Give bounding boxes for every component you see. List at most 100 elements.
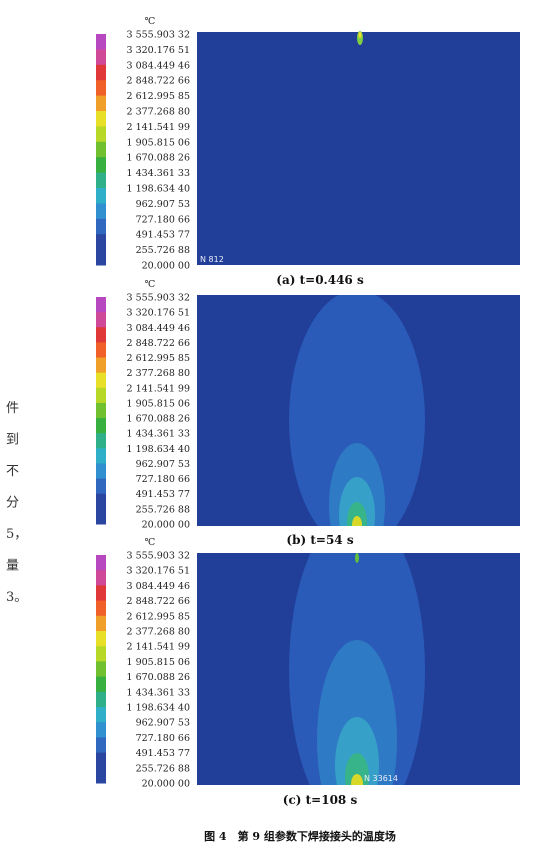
legend-label: 3 320.176 51 (127, 45, 190, 56)
legend-label: 3 084.449 46 (127, 581, 190, 592)
legend-swatch (96, 691, 106, 708)
legend-swatch (96, 493, 106, 510)
legend-swatch (96, 737, 106, 754)
legend-swatch (96, 172, 106, 189)
legend-label: 727.180 66 (136, 214, 190, 225)
legend-label: 1 198.634 40 (127, 703, 190, 714)
legend-label: 20.000 00 (142, 520, 190, 531)
legend-label: 2 141.541 99 (127, 383, 190, 394)
legend-label: 255.726 88 (136, 245, 190, 256)
legend-swatch (96, 141, 106, 158)
legend-swatch (96, 34, 106, 50)
legend-swatch (96, 463, 106, 480)
contour (351, 774, 363, 785)
legend-label: 2 612.995 85 (127, 91, 190, 102)
legend-swatch (96, 249, 106, 266)
panel-caption: (c) t=108 s (283, 793, 358, 807)
legend-label: 491.453 77 (136, 489, 190, 500)
figure-caption: 图 4 第 9 组参数下焊接接头的温度场 (204, 829, 396, 843)
legend-label: 2 377.268 80 (127, 107, 190, 118)
side-char: 量 (6, 559, 19, 574)
contour (345, 753, 369, 785)
side-char: 分 (6, 496, 19, 511)
legend-swatch (96, 188, 106, 204)
legend-label: 962.907 53 (136, 718, 190, 729)
node-label: N 812 (200, 255, 224, 264)
side-char: 不 (6, 464, 19, 479)
legend-label: 3 084.449 46 (127, 323, 190, 334)
legend-unit: ℃ (145, 537, 156, 548)
legend-swatch (96, 615, 106, 632)
legend-swatch (96, 585, 106, 602)
legend-swatch (96, 387, 106, 404)
legend-swatch (96, 157, 106, 174)
legend-label: 2 612.995 85 (127, 611, 190, 622)
side-char: 件 (6, 401, 19, 416)
legend-label: 1 198.634 40 (127, 444, 190, 455)
legend-swatch (96, 342, 106, 359)
legend-label: 2 141.541 99 (127, 642, 190, 653)
legend-swatch (96, 752, 106, 769)
legend-swatch (96, 357, 106, 374)
legend-unit: ℃ (145, 279, 156, 290)
legend-label: 2 141.541 99 (127, 122, 190, 133)
legend-swatch (96, 478, 106, 495)
legend-swatch (96, 80, 106, 97)
legend-label: 3 555.903 32 (127, 30, 190, 41)
legend-label: 255.726 88 (136, 504, 190, 515)
legend-label: 1 434.361 33 (127, 687, 190, 698)
legend-label: 727.180 66 (136, 474, 190, 485)
legend-swatch (96, 631, 106, 647)
legend-swatch (96, 126, 106, 143)
legend-swatch (96, 661, 106, 678)
legend-swatch (96, 218, 106, 235)
panel: (b) t=54 s ℃ 3 555.903 32 3 320.176 51 3 08… (96, 279, 520, 547)
legend-label: 3 555.903 32 (127, 293, 190, 304)
contour (289, 295, 425, 526)
legend-swatch (96, 312, 106, 328)
legend-label: 1 670.088 26 (127, 672, 190, 683)
legend-swatch (96, 297, 106, 313)
legend-unit: ℃ (145, 16, 156, 27)
legend-swatch (96, 508, 106, 525)
legend-label: 491.453 77 (136, 748, 190, 759)
legend-label: 962.907 53 (136, 459, 190, 470)
legend-swatch (96, 433, 106, 449)
legend-label: 20.000 00 (142, 261, 190, 272)
legend-swatch (96, 418, 106, 434)
legend-label: 2 612.995 85 (127, 353, 190, 364)
legend-label: 3 320.176 51 (127, 308, 190, 319)
legend-swatch (96, 234, 106, 251)
legend-label: 3 320.176 51 (127, 566, 190, 577)
legend-label: 1 905.815 06 (127, 398, 190, 409)
legend-label: 1 434.361 33 (127, 429, 190, 440)
legend-swatch (96, 95, 106, 112)
legend-label: 2 848.722 66 (127, 596, 190, 607)
legend-swatch (96, 111, 106, 127)
hot-spot (358, 32, 362, 38)
side-char: 3。 (6, 590, 27, 605)
legend-label: 2 848.722 66 (127, 338, 190, 349)
hot-spot (355, 553, 359, 563)
legend-label: 255.726 88 (136, 763, 190, 774)
node-label: N 33614 (364, 774, 398, 783)
contour (347, 502, 367, 526)
legend-label: 3 555.903 32 (127, 551, 190, 562)
legend-label: 2 377.268 80 (127, 368, 190, 379)
legend-swatch (96, 646, 106, 662)
plot-area (197, 32, 520, 265)
legend-swatch (96, 707, 106, 723)
legend-label: 1 670.088 26 (127, 414, 190, 425)
legend-swatch (96, 722, 106, 738)
legend-label: 727.180 66 (136, 733, 190, 744)
legend-label: 1 434.361 33 (127, 168, 190, 179)
legend-swatch (96, 767, 106, 784)
legend-label: 2 848.722 66 (127, 76, 190, 87)
panel-caption: (a) t=0.446 s (276, 273, 364, 287)
legend-swatch (96, 600, 106, 617)
legend-label: 962.907 53 (136, 199, 190, 210)
legend-label: 1 905.815 06 (127, 137, 190, 148)
legend-label: 1 198.634 40 (127, 184, 190, 195)
